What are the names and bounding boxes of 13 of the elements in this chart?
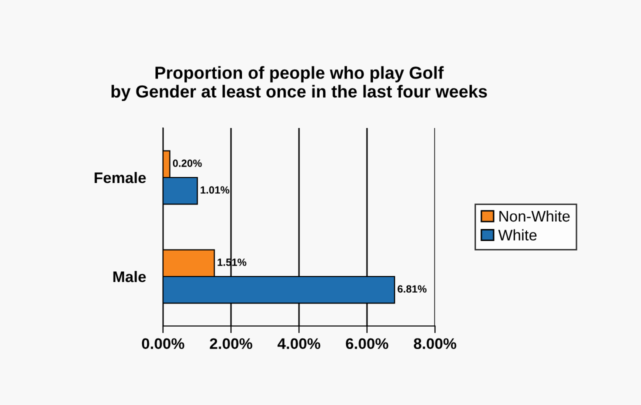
x-tick-label: 2.00% xyxy=(210,338,252,350)
x-tick-label: 4.00% xyxy=(278,338,320,350)
data-label: 1.01% xyxy=(200,186,230,194)
data-label: 6.81% xyxy=(398,285,427,293)
x-tick-label: 6.00% xyxy=(346,338,388,350)
y-tick-label: Male xyxy=(113,270,146,282)
data-label: 0.20% xyxy=(172,160,202,167)
x-tick-label: 0.00% xyxy=(142,338,184,350)
chart-title: Proportion of people who play Golf by Gender at least once in the last four weeks xyxy=(112,66,487,102)
y-tick-label: Female xyxy=(94,172,146,184)
legend-label: Non-White xyxy=(499,210,570,222)
legend-label: White xyxy=(498,229,537,241)
x-tick-label: 8.00% xyxy=(414,338,456,350)
